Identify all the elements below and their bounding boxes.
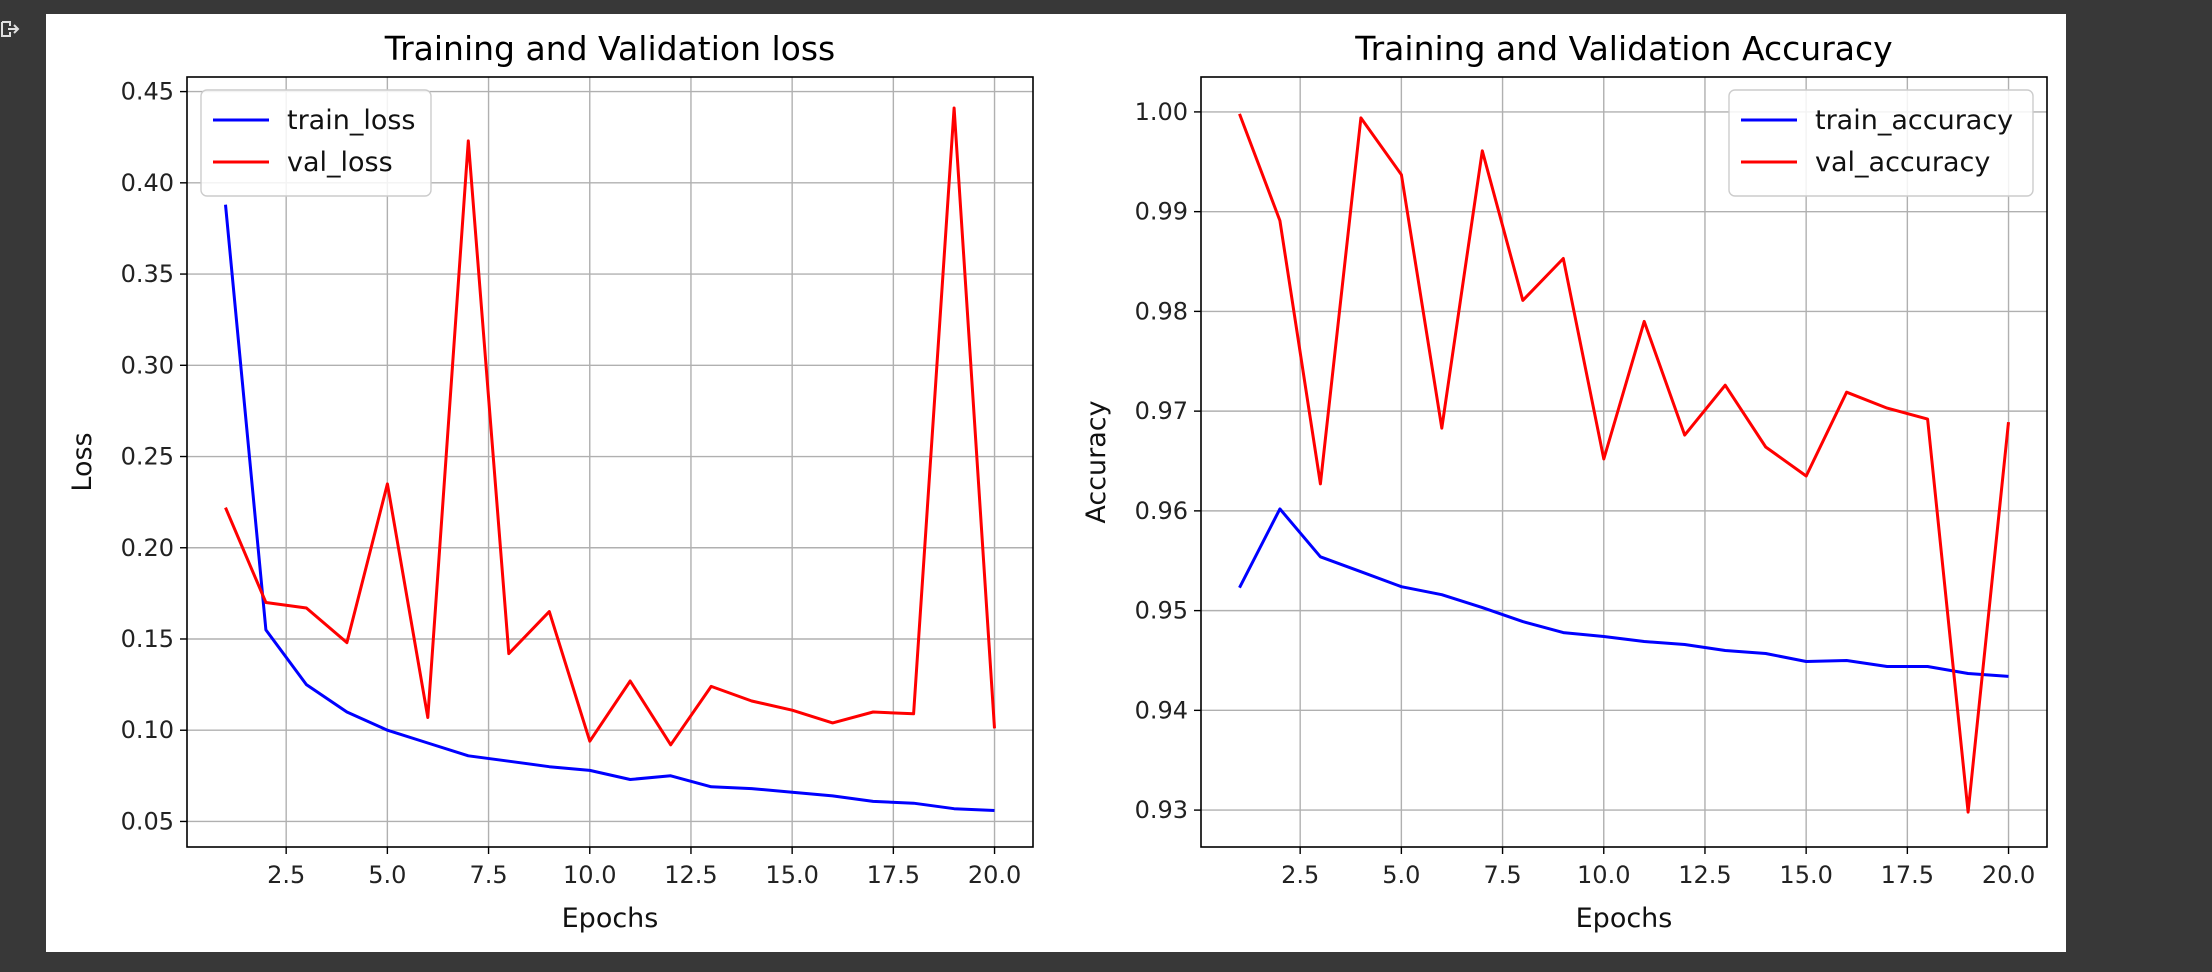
chart-title: Training and Validation loss bbox=[384, 29, 835, 68]
x-tick-label: 15.0 bbox=[1779, 861, 1832, 889]
legend-box bbox=[200, 89, 432, 197]
x-tick-label: 20.0 bbox=[1982, 861, 2035, 889]
accuracy-chart: 2.5 5.0 7.5 10.0 12.5 15.0 17.5 20.0 0.93 0.94 0.9… bbox=[1081, 29, 2048, 934]
x-tick-label: 17.5 bbox=[867, 861, 920, 889]
y-axis-title: Loss bbox=[67, 432, 98, 491]
x-tick-label: 12.5 bbox=[1678, 861, 1731, 889]
x-tick-label: 20.0 bbox=[968, 861, 1021, 889]
y-tick-label: 0.05 bbox=[121, 807, 174, 835]
x-tick-label: 2.5 bbox=[1281, 861, 1319, 889]
figure-canvas: 2.5 5.0 7.5 10.0 12.5 15.0 17.5 20.0 0.05 0.10 0.1… bbox=[46, 14, 2066, 952]
y-tick-label: 0.45 bbox=[121, 78, 174, 106]
y-tick-label: 0.10 bbox=[121, 716, 174, 744]
y-tick-label: 1.00 bbox=[1135, 98, 1188, 126]
figure-svg: 2.5 5.0 7.5 10.0 12.5 15.0 17.5 20.0 0.05 0.10 0.1… bbox=[67, 29, 2048, 934]
legend-box bbox=[1728, 89, 2034, 197]
x-tick-label: 10.0 bbox=[1577, 861, 1630, 889]
y-tick-label: 0.97 bbox=[1135, 397, 1188, 425]
x-tick-label: 12.5 bbox=[664, 861, 717, 889]
y-tick-label: 0.96 bbox=[1135, 497, 1188, 525]
series-line-train_accuracy bbox=[1238, 507, 2009, 678]
x-axis-title: Epochs bbox=[1576, 903, 1673, 934]
plot-frame bbox=[186, 76, 1034, 848]
plot-frame bbox=[1200, 76, 2048, 848]
y-tick-label: 0.20 bbox=[121, 534, 174, 562]
y-tick-label: 0.30 bbox=[121, 351, 174, 379]
x-tick-label: 2.5 bbox=[267, 861, 305, 889]
x-tick-label: 15.0 bbox=[765, 861, 818, 889]
series-line-val_loss bbox=[224, 106, 996, 747]
loss-chart: 2.5 5.0 7.5 10.0 12.5 15.0 17.5 20.0 0.05 0.10 0.1… bbox=[67, 29, 1034, 934]
legend-label-val_accuracy: val_accuracy bbox=[1815, 147, 1990, 178]
chart-title: Training and Validation Accuracy bbox=[1354, 29, 1892, 68]
y-tick-label: 0.99 bbox=[1135, 198, 1188, 226]
y-tick-label: 0.35 bbox=[121, 260, 174, 288]
series-line-val_accuracy bbox=[1238, 113, 2010, 814]
legend-label-train_accuracy: train_accuracy bbox=[1815, 105, 2013, 136]
x-tick-label: 5.0 bbox=[368, 861, 406, 889]
legend-label-train_loss: train_loss bbox=[287, 105, 416, 136]
output-expand-icon[interactable] bbox=[0, 14, 20, 50]
x-tick-label: 10.0 bbox=[563, 861, 616, 889]
series-line-train_loss bbox=[224, 204, 995, 812]
y-axis-title: Accuracy bbox=[1081, 400, 1112, 523]
y-tick-label: 0.40 bbox=[121, 169, 174, 197]
y-tick-label: 0.94 bbox=[1135, 696, 1188, 724]
y-tick-label: 0.93 bbox=[1135, 796, 1188, 824]
y-tick-label: 0.25 bbox=[121, 443, 174, 471]
legend: train_accuracy val_accuracy bbox=[1728, 89, 2034, 197]
x-tick-label: 7.5 bbox=[1483, 861, 1521, 889]
y-tick-label: 0.98 bbox=[1135, 297, 1188, 325]
legend: train_loss val_loss bbox=[200, 89, 432, 197]
x-tick-label: 17.5 bbox=[1881, 861, 1934, 889]
y-tick-label: 0.15 bbox=[121, 625, 174, 653]
legend-label-val_loss: val_loss bbox=[287, 147, 393, 178]
x-tick-label: 7.5 bbox=[469, 861, 507, 889]
x-tick-label: 5.0 bbox=[1382, 861, 1420, 889]
y-tick-label: 0.95 bbox=[1135, 597, 1188, 625]
x-axis-title: Epochs bbox=[562, 903, 659, 934]
